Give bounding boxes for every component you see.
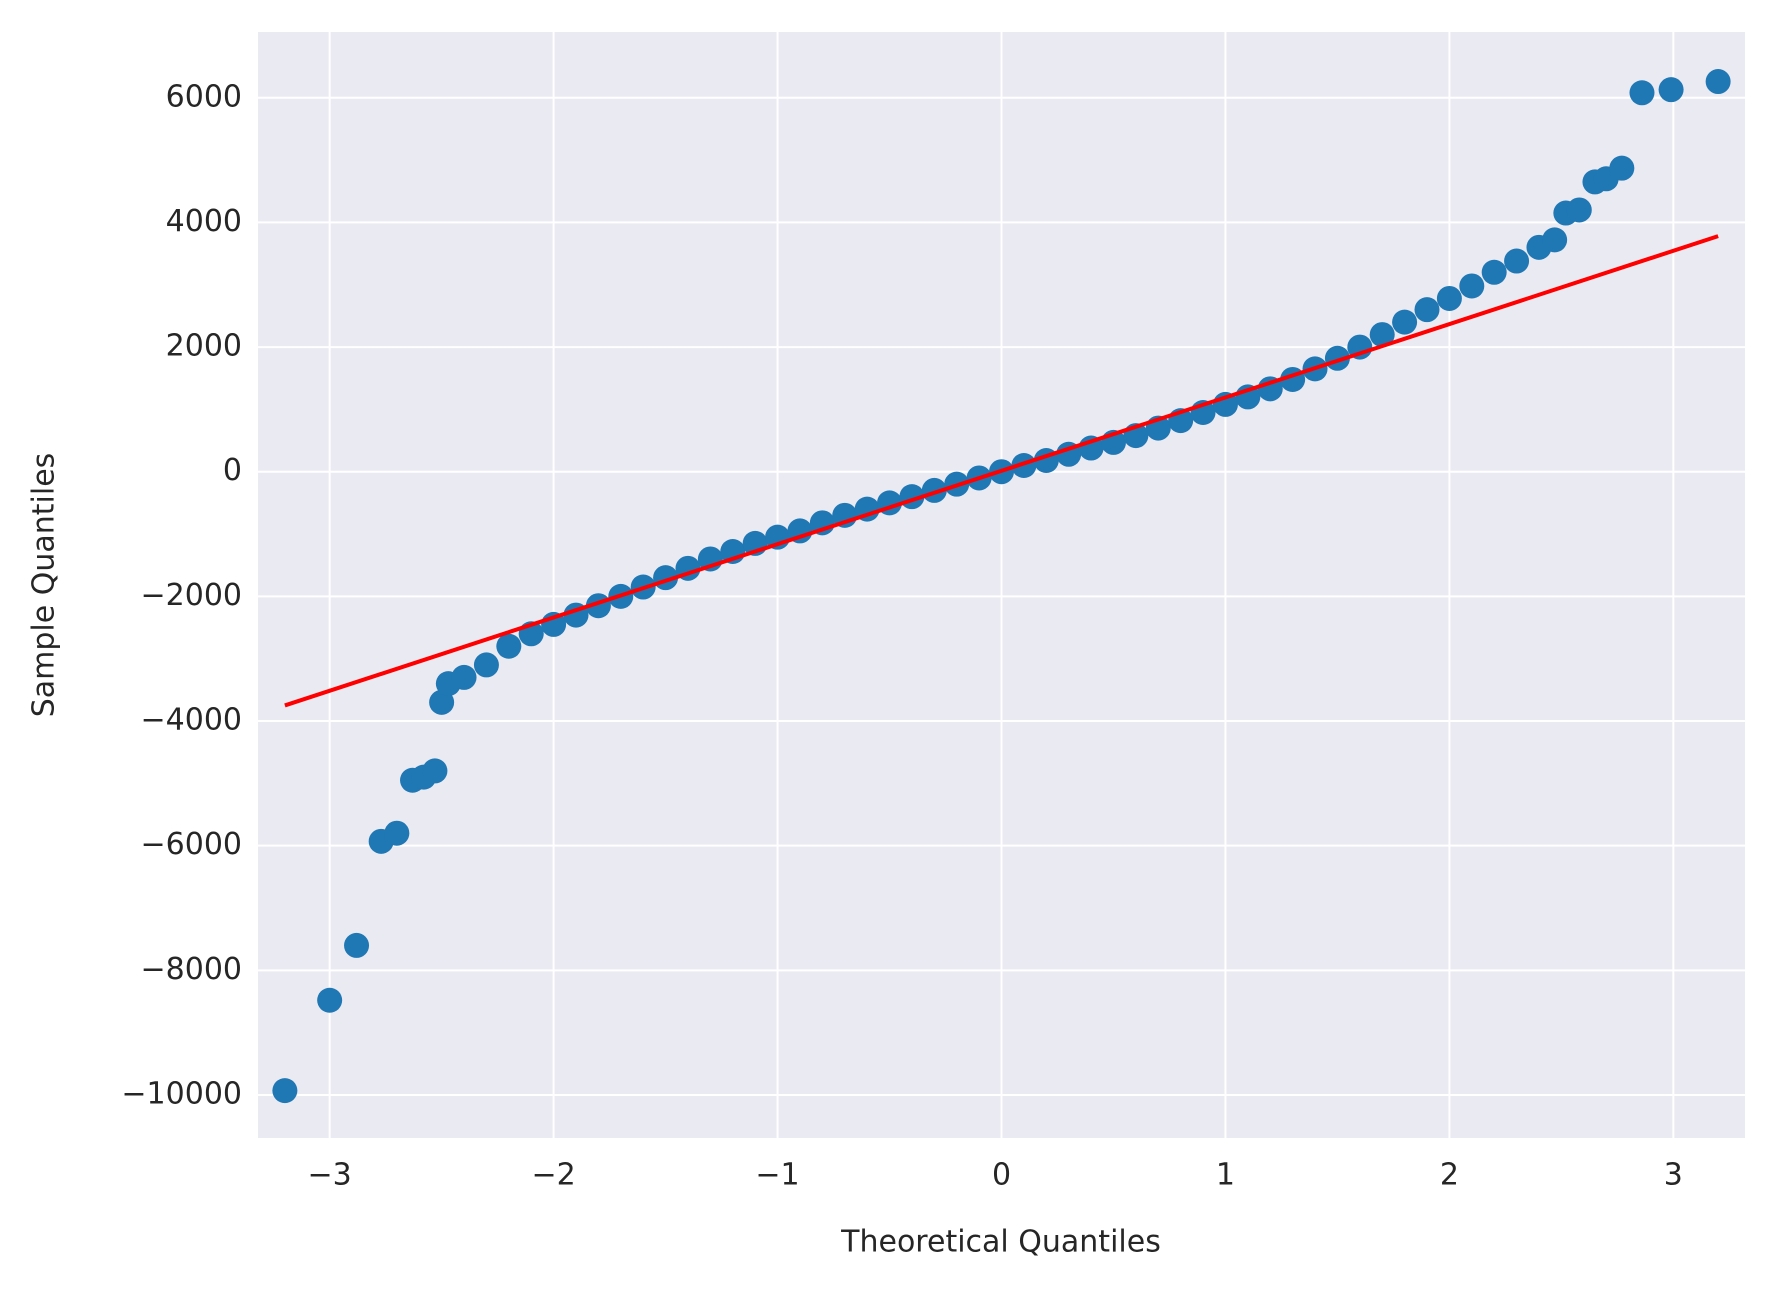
point (1392, 309, 1418, 335)
x-tick-label: 0 (992, 1158, 1011, 1193)
point (1481, 259, 1507, 285)
point (451, 664, 477, 690)
point (1629, 80, 1655, 106)
y-tick-label: 2000 (166, 329, 242, 364)
point (344, 932, 370, 958)
fit-line (284, 234, 1719, 708)
y-tick-label: 4000 (166, 204, 242, 239)
x-tick-label: 2 (1440, 1158, 1459, 1193)
point (1705, 69, 1731, 95)
x-tick-label: 1 (1216, 1158, 1235, 1193)
point (1542, 227, 1568, 253)
point (1658, 77, 1684, 103)
point (422, 758, 448, 784)
point (496, 633, 522, 659)
y-tick-label: 0 (223, 453, 242, 488)
point (1459, 273, 1485, 299)
y-tick-label: −2000 (141, 578, 242, 613)
point (317, 987, 343, 1013)
x-tick-label: −2 (531, 1158, 575, 1193)
x-tick-label: −3 (308, 1158, 352, 1193)
x-tick-label: 3 (1664, 1158, 1683, 1193)
point (1436, 285, 1462, 311)
y-tick-label: 6000 (166, 79, 242, 114)
y-axis-label: Sample Quantiles (27, 453, 62, 718)
point (1609, 155, 1635, 181)
y-tick-label: −6000 (141, 827, 242, 862)
point (384, 820, 410, 846)
x-tick-label: −1 (755, 1158, 799, 1193)
y-tick-label: −4000 (141, 703, 242, 738)
y-tick-label: −10000 (121, 1076, 242, 1111)
x-axis-label: Theoretical Quantiles (840, 1225, 1161, 1260)
point (1414, 297, 1440, 323)
point (1504, 248, 1530, 274)
point (272, 1078, 298, 1104)
point (1566, 197, 1592, 223)
point (1369, 322, 1395, 348)
y-tick-label: −8000 (141, 952, 242, 987)
point (473, 652, 499, 678)
